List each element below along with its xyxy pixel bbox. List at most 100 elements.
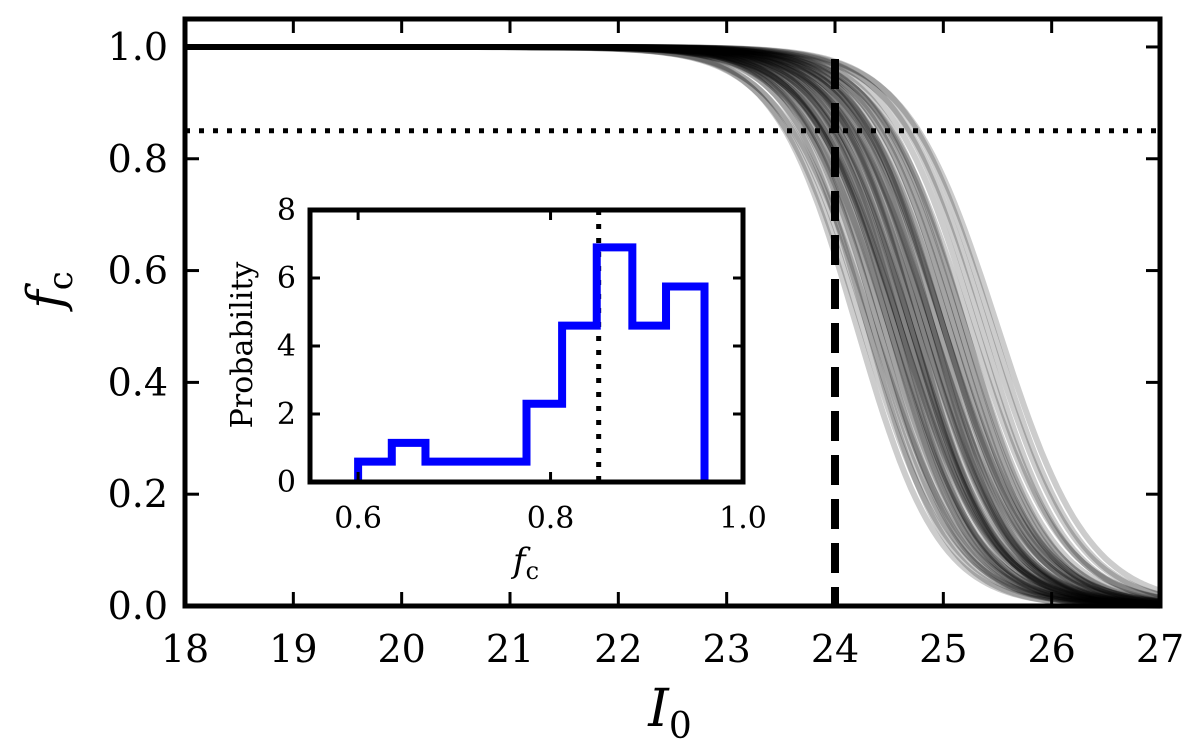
model-curve <box>185 44 1161 601</box>
main-x-tick-labels: 18 19 20 21 22 23 24 25 26 27 <box>161 627 1184 671</box>
model-curve <box>185 44 1161 601</box>
model-curve <box>185 44 1161 605</box>
model-curve <box>185 44 1161 605</box>
model-curve <box>185 44 1161 608</box>
x-tick-label: 18 <box>161 627 209 671</box>
model-curve <box>185 44 1161 608</box>
inset-x-tick-labels: 0.6 0.8 1.0 <box>334 501 767 536</box>
model-curve <box>185 44 1161 608</box>
model-curve <box>185 44 1161 609</box>
model-curve <box>185 44 1161 605</box>
inset-y-tick-label: 4 <box>277 329 296 364</box>
model-curve <box>185 44 1161 606</box>
model-curve <box>185 44 1161 608</box>
model-curve <box>185 44 1161 607</box>
model-curve <box>185 44 1161 602</box>
model-curve <box>185 44 1161 606</box>
x-tick-label: 22 <box>594 627 642 671</box>
model-curve <box>185 44 1161 608</box>
x-tick-label: 23 <box>702 627 750 671</box>
model-curve <box>185 44 1161 609</box>
y-axis-label: fc <box>16 271 81 313</box>
y-tick-label: 0.2 <box>108 472 168 516</box>
main-y-tick-labels: 0.0 0.2 0.4 0.6 0.8 1.0 <box>108 25 168 628</box>
inset-x-tick-label: 0.8 <box>527 501 575 536</box>
model-curve <box>185 44 1161 608</box>
y-tick-label: 1.0 <box>108 25 168 69</box>
x-axis-label-main: I <box>647 679 670 739</box>
x-tick-label: 21 <box>486 627 534 671</box>
inset-x-tick-label: 1.0 <box>719 501 767 536</box>
model-curve <box>185 44 1161 607</box>
inset-x-axis-label: fc <box>510 541 539 585</box>
model-curve <box>185 44 1161 607</box>
model-curve <box>185 44 1161 608</box>
x-tick-label: 26 <box>1027 627 1075 671</box>
model-curve <box>185 44 1161 608</box>
model-curve <box>185 44 1161 606</box>
model-curve <box>185 44 1161 608</box>
y-tick-label: 0.8 <box>108 137 168 181</box>
model-curve <box>185 44 1161 609</box>
histogram-step-line <box>354 243 709 482</box>
model-curve <box>185 44 1161 594</box>
main-ticks <box>183 19 1162 608</box>
model-curve <box>185 44 1161 607</box>
inset-x-axis-label-subscript: c <box>526 557 539 585</box>
model-curve <box>185 44 1161 606</box>
model-curve <box>185 44 1161 598</box>
model-curve <box>185 44 1160 609</box>
model-curve <box>185 44 1161 605</box>
model-curve <box>185 44 1161 607</box>
model-curve <box>185 44 1161 607</box>
inset-y-axis-label: Probability <box>225 262 260 429</box>
model-curve <box>185 44 1161 604</box>
model-curve <box>185 44 1161 609</box>
inset-y-tick-labels: 0 2 4 6 8 <box>277 193 296 500</box>
model-curve <box>185 44 1161 609</box>
model-curve <box>185 44 1161 606</box>
model-curve <box>185 44 1161 609</box>
model-curve <box>185 44 1161 608</box>
main-plot-frame <box>182 16 1163 609</box>
curve-ensemble <box>185 44 1161 609</box>
x-tick-label: 24 <box>811 627 859 671</box>
model-curve <box>185 44 1161 605</box>
x-tick-label: 20 <box>377 627 425 671</box>
y-tick-label: 0.0 <box>108 584 168 628</box>
x-axis-label: I0 <box>647 679 691 747</box>
model-curve <box>185 44 1161 608</box>
model-curve <box>185 44 1161 608</box>
model-curve <box>185 44 1161 598</box>
model-curve <box>185 44 1161 607</box>
model-curve <box>185 44 1161 609</box>
inset-y-tick-label: 0 <box>277 465 296 500</box>
x-axis-label-subscript: 0 <box>669 706 692 747</box>
model-curve <box>185 44 1161 607</box>
inset-y-tick-label: 8 <box>277 193 296 228</box>
x-tick-label: 27 <box>1136 627 1184 671</box>
model-curve <box>185 44 1161 607</box>
model-curve <box>185 44 1161 608</box>
y-tick-label: 0.6 <box>108 249 168 293</box>
x-tick-label: 19 <box>269 627 317 671</box>
model-curve <box>185 44 1161 606</box>
y-tick-label: 0.4 <box>108 360 168 404</box>
inset-y-tick-label: 2 <box>277 397 296 432</box>
model-curve <box>185 44 1160 609</box>
model-curve <box>185 44 1161 609</box>
model-curve <box>185 44 1161 608</box>
model-curve <box>185 44 1161 608</box>
main-plot: 18 19 20 21 22 23 24 25 26 27 0.00.20.40.60.81.0 … <box>16 16 1184 747</box>
model-curve <box>185 44 1161 609</box>
model-curve <box>185 44 1161 608</box>
model-curve <box>185 44 1161 603</box>
model-curve <box>185 44 1161 609</box>
inset-plot: 0.6 0.8 1.0 0 2 4 6 8 fc Probability <box>225 193 767 585</box>
model-curve <box>185 44 1161 608</box>
inset-ticks <box>310 208 745 484</box>
x-tick-label: 25 <box>919 627 967 671</box>
model-curve <box>185 44 1161 607</box>
inset-y-tick-label: 6 <box>277 261 296 296</box>
